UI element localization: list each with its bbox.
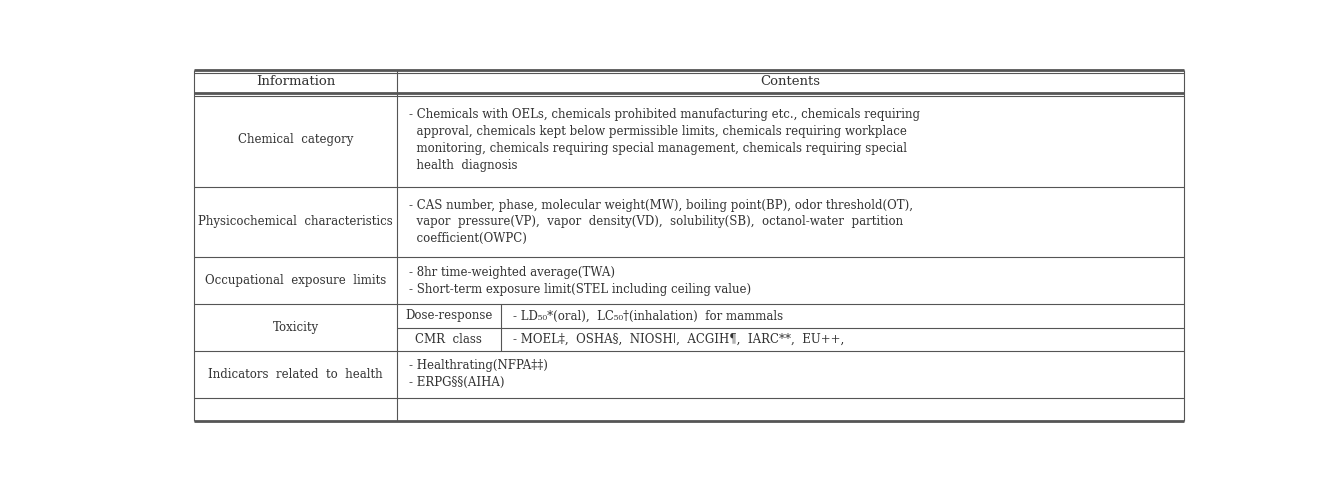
- Text: Dose-response: Dose-response: [405, 309, 492, 322]
- Text: CMR  class: CMR class: [415, 333, 482, 346]
- Text: Indicators  related  to  health: Indicators related to health: [208, 368, 383, 381]
- Text: vapor  pressure(VP),  vapor  density(VD),  solubility(SB),  octanol-water  parti: vapor pressure(VP), vapor density(VD), s…: [410, 215, 903, 228]
- Text: approval, chemicals kept below permissible limits, chemicals requiring workplace: approval, chemicals kept below permissib…: [410, 125, 907, 138]
- Text: monitoring, chemicals requiring special management, chemicals requiring special: monitoring, chemicals requiring special …: [410, 142, 907, 155]
- Text: Contents: Contents: [761, 75, 820, 88]
- Text: health  diagnosis: health diagnosis: [410, 159, 517, 172]
- Text: - Healthrating(NFPA‡‡): - Healthrating(NFPA‡‡): [410, 360, 548, 372]
- Text: Information: Information: [255, 75, 335, 88]
- Text: Chemical  category: Chemical category: [238, 133, 353, 146]
- Text: Occupational  exposure  limits: Occupational exposure limits: [204, 274, 386, 287]
- Text: Toxicity: Toxicity: [273, 321, 319, 334]
- Text: - CAS number, phase, molecular weight(MW), boiling point(BP), odor threshold(OT): - CAS number, phase, molecular weight(MW…: [410, 199, 914, 211]
- Text: - LD₅₀*(oral),  LC₅₀†(inhalation)  for mammals: - LD₅₀*(oral), LC₅₀†(inhalation) for mam…: [513, 309, 784, 322]
- Text: coefficient(OWPC): coefficient(OWPC): [410, 232, 527, 245]
- Text: - 8hr time-weighted average(TWA): - 8hr time-weighted average(TWA): [410, 266, 616, 278]
- Text: - Short-term exposure limit(STEL including ceiling value): - Short-term exposure limit(STEL includi…: [410, 282, 751, 295]
- Text: - ERPG§§(AIHA): - ERPG§§(AIHA): [410, 376, 505, 389]
- Text: - Chemicals with OELs, chemicals prohibited manufacturing etc., chemicals requir: - Chemicals with OELs, chemicals prohibi…: [410, 108, 921, 121]
- Text: - MOEL‡,  OSHA§,  NIOSHǀ,  ACGIH¶,  IARC**,  EU++,: - MOEL‡, OSHA§, NIOSHǀ, ACGIH¶, IARC**, …: [513, 333, 844, 346]
- Text: Physicochemical  characteristics: Physicochemical characteristics: [198, 215, 392, 228]
